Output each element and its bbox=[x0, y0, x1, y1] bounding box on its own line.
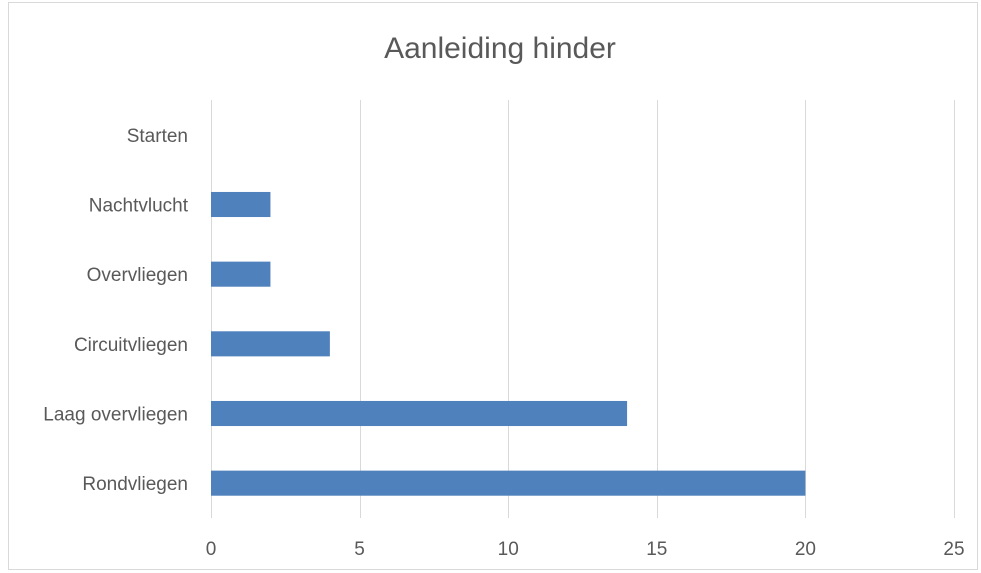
bar-circuitvliegen bbox=[211, 331, 330, 357]
x-tick-label: 10 bbox=[498, 539, 519, 560]
category-label: Overvliegen bbox=[87, 265, 188, 286]
x-tick-label: 25 bbox=[943, 539, 964, 560]
chart-title: Aanleiding hinder bbox=[384, 32, 616, 65]
x-tick-label: 0 bbox=[206, 539, 217, 560]
category-label: Rondvliegen bbox=[82, 474, 188, 495]
x-tick-label: 15 bbox=[646, 539, 667, 560]
gridlines bbox=[211, 100, 955, 518]
category-label: Circuitvliegen bbox=[74, 335, 188, 356]
bar-overvliegen bbox=[211, 261, 271, 287]
x-tick-label: 5 bbox=[354, 539, 365, 560]
x-tick-label: 20 bbox=[795, 539, 816, 560]
category-labels: Starten Nachtvlucht Overvliegen Circuitvlie… bbox=[43, 126, 188, 495]
bar-rondvliegen bbox=[211, 470, 806, 496]
bar-nachtvlucht bbox=[211, 191, 271, 218]
x-axis-tick-labels: 0 5 10 15 20 25 bbox=[206, 539, 965, 560]
category-label: Laag overvliegen bbox=[43, 405, 188, 426]
bar-laag-overvliegen bbox=[211, 400, 628, 427]
category-label: Starten bbox=[127, 126, 188, 147]
bars bbox=[211, 191, 806, 496]
category-label: Nachtvlucht bbox=[89, 196, 189, 217]
